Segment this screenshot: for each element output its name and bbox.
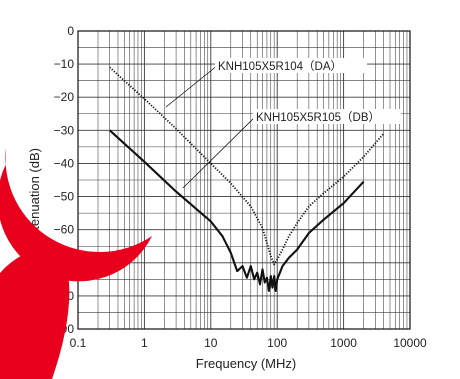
y-tick-label: 0: [67, 24, 74, 38]
series-line-da: [109, 66, 385, 266]
callout-box-da: [215, 58, 367, 73]
callout-label-da: KNH105X5R104（DA）: [218, 60, 342, 73]
red-overlay-shape: [0, 148, 152, 379]
x-tick-label: 10000: [393, 336, 427, 350]
red-overlay-bottom: [0, 245, 70, 379]
y-tick-label: −60: [54, 223, 75, 237]
y-tick-label: −30: [54, 123, 75, 137]
callout-label-db: KNH105X5R105（DB）: [256, 111, 380, 124]
series-layer: [108, 66, 385, 292]
plot-frame: [77, 30, 411, 330]
x-tick-label: 10: [204, 336, 218, 350]
x-tick-labels: 0.1 1 10 100 1000 10000: [70, 336, 427, 350]
x-tick-label: 100: [267, 336, 287, 350]
y-axis-title: Attenuation (dB): [27, 148, 42, 242]
y-tick-label: −40: [54, 156, 75, 170]
x-tick-label: 1: [141, 336, 148, 350]
x-tick-label: 1000: [330, 336, 357, 350]
x-axis-title: Frequency (MHz): [196, 356, 296, 371]
y-tick-label: −20: [54, 90, 75, 104]
x-tick-label: 0.1: [70, 336, 87, 350]
y-tick-label: −50: [54, 190, 75, 204]
grid: [78, 31, 410, 329]
callout-leader-db: [182, 115, 257, 189]
y-tick-label: −10: [54, 57, 75, 71]
callouts: KNH105X5R104（DA） KNH105X5R105（DB）: [165, 58, 401, 189]
red-overlay-crescent: [0, 148, 152, 282]
callout-box-db: [253, 109, 401, 124]
series-line-db: [108, 129, 365, 292]
callout-leader-da: [165, 64, 219, 108]
